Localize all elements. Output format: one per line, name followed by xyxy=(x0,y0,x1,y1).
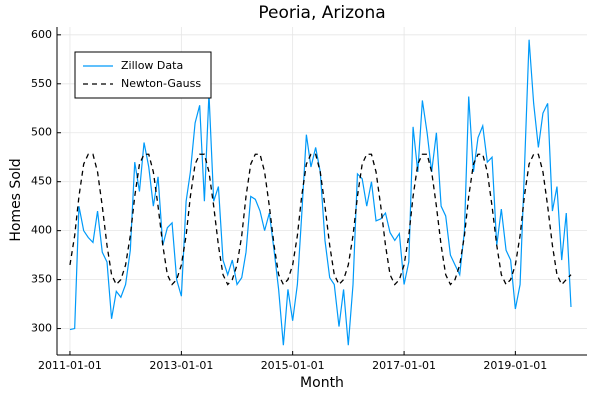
y-tick-label: 350 xyxy=(31,273,52,286)
y-tick-label: 500 xyxy=(31,126,52,139)
y-tick-label: 600 xyxy=(31,28,52,41)
x-tick-label: 2019-01-01 xyxy=(483,359,547,372)
x-tick-label: 2011-01-01 xyxy=(38,359,102,372)
legend-label: Zillow Data xyxy=(121,59,183,72)
legend-box xyxy=(74,51,212,99)
x-tick-label: 2015-01-01 xyxy=(261,359,325,372)
x-tick-label: 2017-01-01 xyxy=(372,359,436,372)
legend-label: Newton-Gauss xyxy=(121,77,201,90)
y-tick-label: 450 xyxy=(31,175,52,188)
y-tick-label: 400 xyxy=(31,224,52,237)
x-axis-label: Month xyxy=(300,375,344,391)
y-tick-label: 550 xyxy=(31,77,52,90)
x-tick-label: 2013-01-01 xyxy=(149,359,213,372)
data-line xyxy=(69,153,572,286)
y-axis-label: Homes Sold xyxy=(8,158,24,241)
chart-title: Peoria, Arizona xyxy=(258,3,385,23)
y-tick-label: 300 xyxy=(31,322,52,335)
